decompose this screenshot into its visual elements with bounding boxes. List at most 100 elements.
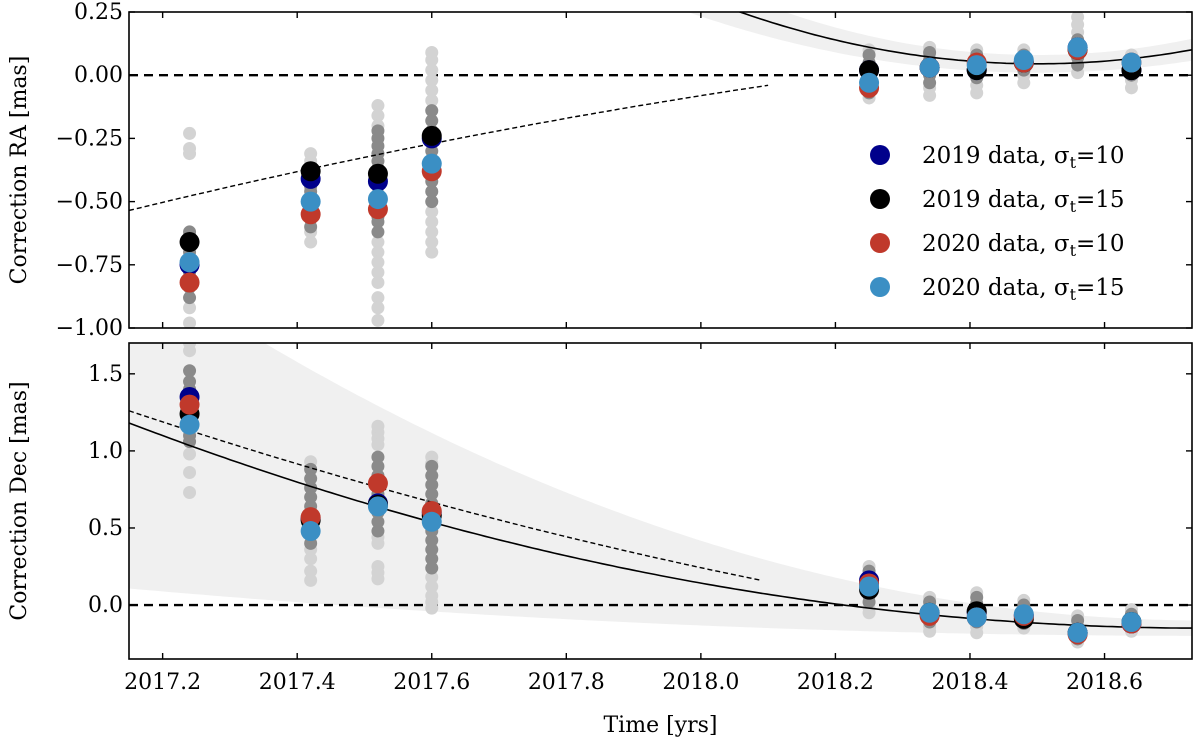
series-point-3 [1067, 37, 1088, 58]
series-point-2 [367, 473, 388, 494]
individual-point-dark [425, 114, 439, 128]
individual-point-light [425, 215, 439, 229]
uncertainty-band [687, 12, 1192, 73]
dashed-fit-curve [129, 410, 762, 582]
x-tick-label: 2018.2 [797, 670, 874, 695]
legend-value: =15 [1076, 187, 1125, 213]
plot-area [129, 12, 1192, 328]
series-point-3 [367, 189, 388, 210]
x-tick-label: 2017.2 [124, 670, 201, 695]
legend-value: =10 [1076, 231, 1125, 257]
y-axis-label: Correction Dec [mas] [7, 381, 32, 620]
series-point-3 [859, 72, 880, 93]
individual-point-dark [425, 184, 439, 198]
x-axis-label: Time [yrs] [604, 713, 718, 738]
individual-point-light [425, 570, 439, 584]
individual-point-light [1017, 76, 1031, 90]
individual-point-light [371, 572, 385, 586]
individual-point-light [425, 205, 439, 219]
individual-point-light [371, 255, 385, 269]
individual-point-dark [425, 543, 439, 557]
series-point-3 [367, 496, 388, 517]
individual-point-dark [1071, 58, 1085, 72]
series-point-3 [1067, 622, 1088, 643]
y-tick-label: −0.75 [56, 253, 123, 278]
series-point-3 [966, 607, 987, 628]
individual-point-light [183, 465, 197, 479]
series-point-3 [1013, 50, 1034, 71]
individual-point-dark [425, 195, 439, 209]
individual-point-light [923, 88, 937, 102]
x-tick-label: 2017.6 [393, 670, 470, 695]
individual-point-dark [371, 515, 385, 529]
individual-point-light [425, 83, 439, 97]
individual-point-dark [425, 104, 439, 118]
individual-point-light [425, 73, 439, 87]
individual-point-dark [425, 459, 439, 473]
series-point-1 [367, 163, 388, 184]
series-point-2 [300, 507, 321, 528]
x-tick-label: 2017.4 [259, 670, 336, 695]
individual-point-light [304, 564, 318, 578]
legend-subscript: t [1070, 285, 1077, 304]
series-point-3 [1121, 52, 1142, 73]
individual-point-light [970, 86, 984, 100]
individual-point-dark [425, 561, 439, 575]
series-point-1 [421, 125, 442, 146]
legend-value: =10 [1076, 143, 1125, 169]
dashed-fit-curve [129, 84, 769, 212]
ra-panel: 0.25 0.00 −0.25 −0.50 −0.75 −1.00 Correction R… [7, 0, 1193, 341]
individual-point-light [371, 438, 385, 452]
individual-point-light [371, 291, 385, 305]
individual-point-dark [304, 472, 318, 486]
legend-text: 2019 data, σ [922, 143, 1070, 169]
individual-point-light [425, 93, 439, 107]
series-point-3 [300, 191, 321, 212]
legend-subscript: t [1070, 241, 1077, 260]
x-tick-label: 2018.0 [662, 670, 739, 695]
series-point-3 [966, 55, 987, 76]
individual-point-dark [371, 459, 385, 473]
legend-label: 2019 data, σt=10 [922, 143, 1125, 172]
individual-point-dark [183, 291, 197, 305]
fit-curve [737, 12, 1192, 65]
legend-value: =15 [1076, 275, 1125, 301]
series-point-1 [179, 232, 200, 253]
y-tick-label: 1.5 [88, 362, 123, 387]
individual-point-light [425, 63, 439, 77]
series-point-2 [179, 272, 200, 293]
individual-point-light [371, 275, 385, 289]
x-tick-label: 2018.6 [1066, 670, 1143, 695]
individual-point-light [425, 235, 439, 249]
y-tick-label: 1.0 [88, 439, 123, 464]
series-point-3 [179, 252, 200, 273]
x-tick-label: 2017.8 [528, 670, 605, 695]
individual-point-dark [425, 487, 439, 501]
y-tick-label: −1.00 [56, 316, 123, 341]
individual-point-dark [425, 478, 439, 492]
series-point-3 [1013, 604, 1034, 625]
series-point-1 [300, 161, 321, 182]
series-point-2 [179, 394, 200, 415]
individual-point-light [371, 301, 385, 315]
individual-point-light [371, 245, 385, 259]
individual-point-light [183, 486, 197, 500]
individual-point-dark [183, 364, 197, 378]
individual-point-dark [371, 524, 385, 538]
y-axis-label: Correction RA [mas] [7, 56, 32, 285]
y-tick-label: −0.25 [56, 126, 123, 151]
legend-subscript: t [1070, 153, 1077, 172]
y-tick-label: −0.50 [56, 190, 123, 215]
x-tick-label: 2018.4 [931, 670, 1008, 695]
individual-point-light [371, 313, 385, 327]
individual-point-light [371, 99, 385, 113]
series-point-3 [919, 602, 940, 623]
individual-point-dark [425, 469, 439, 483]
y-tick-label: 0.0 [88, 593, 123, 618]
individual-point-dark [304, 490, 318, 504]
individual-point-light [183, 126, 197, 140]
legend-marker [870, 277, 890, 297]
y-tick-label: 0.25 [74, 0, 123, 25]
individual-point-light [970, 626, 984, 640]
